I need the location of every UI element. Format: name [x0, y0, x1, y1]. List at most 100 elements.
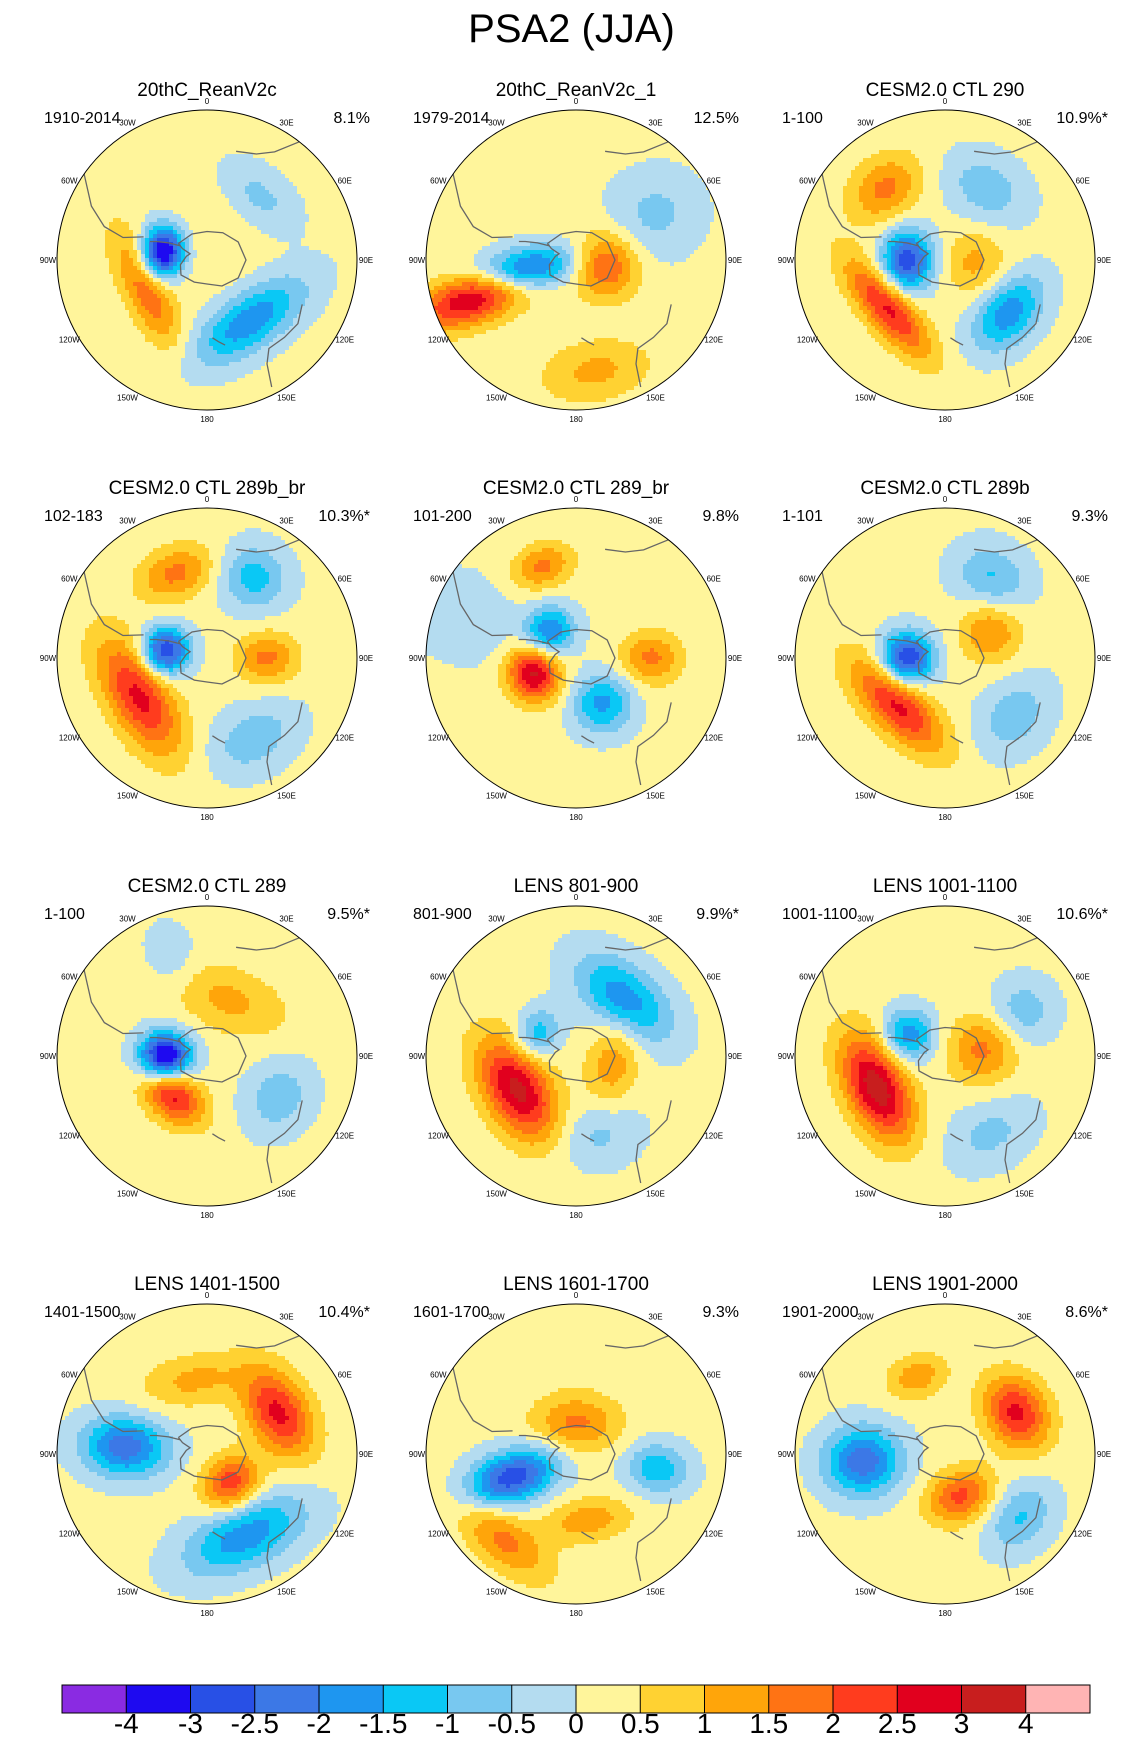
contour-cell — [325, 334, 330, 339]
contour-cell — [229, 154, 234, 159]
contour-cell — [305, 174, 310, 179]
contour-cell — [329, 322, 334, 327]
contour-cell — [281, 314, 286, 319]
contour-cell — [105, 306, 110, 311]
contour-cell — [237, 394, 242, 399]
contour-cell — [257, 306, 262, 311]
contour-cell — [165, 278, 170, 283]
contour-cell — [225, 170, 230, 175]
contour-cell — [129, 210, 134, 215]
contour-cell — [253, 150, 258, 155]
contour-cell — [305, 290, 310, 295]
contour-cell — [141, 238, 146, 243]
contour-cell — [634, 130, 639, 135]
contour-cell — [321, 278, 326, 283]
contour-cell — [221, 142, 226, 147]
contour-cell — [257, 378, 262, 383]
contour-cell — [121, 326, 126, 331]
contour-cell — [89, 342, 94, 347]
contour-cell — [317, 298, 322, 303]
contour-cell — [165, 122, 170, 127]
contour-cell — [145, 142, 150, 147]
contour-cell — [289, 182, 294, 187]
contour-cell — [301, 206, 306, 211]
contour-cell — [217, 118, 222, 123]
contour-cell — [189, 158, 194, 163]
contour-cell — [149, 358, 154, 363]
contour-cell — [185, 366, 190, 371]
contour-cell — [193, 266, 198, 271]
contour-cell — [189, 326, 194, 331]
contour-cell — [309, 278, 314, 283]
contour-cell — [313, 234, 318, 239]
contour-cell — [209, 170, 214, 175]
contour-cell — [273, 306, 278, 311]
contour-cell — [233, 226, 238, 231]
contour-cell — [177, 310, 182, 315]
contour-cell — [81, 230, 86, 235]
contour-cell — [586, 110, 591, 115]
contour-cell — [305, 242, 310, 247]
contour-cell — [113, 326, 118, 331]
contour-cell — [161, 382, 166, 387]
contour-cell — [289, 150, 294, 155]
contour-cell — [333, 230, 338, 235]
contour-cell — [301, 250, 306, 255]
contour-cell — [65, 262, 70, 267]
contour-cell — [205, 234, 210, 239]
contour-cell — [149, 302, 154, 307]
contour-cell — [73, 242, 78, 247]
contour-cell — [73, 294, 78, 299]
contour-cell — [149, 318, 154, 323]
contour-cell — [113, 298, 118, 303]
contour-cell — [73, 250, 78, 255]
contour-cell — [253, 250, 258, 255]
contour-cell — [273, 246, 278, 251]
contour-cell — [57, 274, 62, 279]
contour-cell — [249, 146, 254, 151]
contour-cell — [185, 266, 190, 271]
contour-cell — [237, 378, 242, 383]
contour-cell — [301, 342, 306, 347]
contour-cell — [173, 366, 178, 371]
contour-cell — [173, 202, 178, 207]
contour-cell — [161, 294, 166, 299]
contour-cell — [341, 294, 346, 299]
contour-cell — [189, 178, 194, 183]
contour-cell — [273, 350, 278, 355]
contour-cell — [297, 186, 302, 191]
contour-cell — [257, 178, 262, 183]
contour-cell — [285, 338, 290, 343]
contour-cell — [169, 350, 174, 355]
contour-cell — [125, 226, 130, 231]
contour-cell — [229, 330, 234, 335]
contour-cell — [233, 322, 238, 327]
contour-cell — [125, 154, 130, 159]
contour-cell — [105, 242, 110, 247]
contour-cell — [233, 170, 238, 175]
contour-cell — [89, 358, 94, 363]
contour-cell — [93, 314, 98, 319]
contour-cell — [622, 138, 627, 143]
contour-cell — [165, 238, 170, 243]
contour-cell — [229, 114, 234, 119]
contour-cell — [157, 146, 162, 151]
contour-cell — [145, 126, 150, 131]
contour-cell — [317, 262, 322, 267]
contour-cell — [169, 182, 174, 187]
contour-cell — [137, 254, 142, 259]
contour-cell — [197, 306, 202, 311]
contour-cell — [153, 234, 158, 239]
contour-cell — [57, 270, 62, 275]
contour-cell — [109, 290, 114, 295]
contour-cell — [249, 378, 254, 383]
contour-cell — [133, 350, 138, 355]
contour-cell — [125, 318, 130, 323]
contour-cell — [265, 278, 270, 283]
contour-cell — [93, 174, 98, 179]
contour-cell — [57, 250, 62, 255]
contour-cell — [570, 138, 575, 143]
contour-cell — [554, 130, 559, 135]
contour-cell — [337, 190, 342, 195]
contour-cell — [209, 222, 214, 227]
